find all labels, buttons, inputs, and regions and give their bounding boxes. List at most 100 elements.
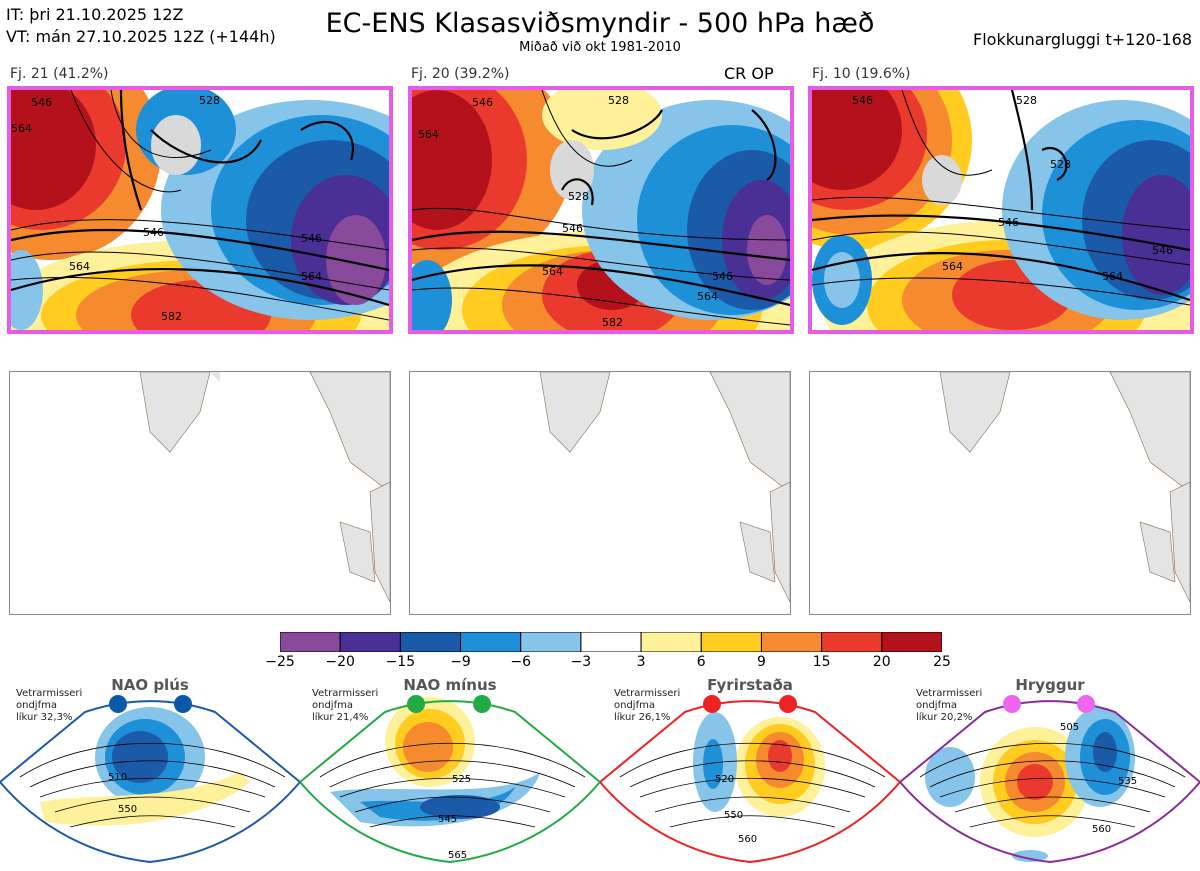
cluster-2-contour-label: 564 <box>542 265 563 278</box>
header-times: IT: þri 21.10.2025 12Z VT: mán 27.10.202… <box>6 4 276 48</box>
regime-dot <box>703 695 721 713</box>
cluster-3-map: 528 546 564 546 528 564 546 <box>808 86 1194 334</box>
regime-dot <box>407 695 425 713</box>
cluster-1-contour-label: 564 <box>69 260 90 273</box>
regime-contour-label: 505 <box>1060 722 1079 733</box>
cluster-2-label: Fj. 20 (39.2%) <box>411 66 510 82</box>
cluster-1-contour-label: 546 <box>31 96 52 109</box>
page-subtitle: Miðað við okt 1981-2010 <box>519 40 681 55</box>
colorbar-tick-labels: −25 −20 −15 −9 −6 −3 3 6 9 15 20 25 <box>260 654 960 674</box>
cluster-1-label: Fj. 21 (41.2%) <box>10 66 109 82</box>
colorbar-tick-label: 15 <box>812 654 831 670</box>
colorbar-tick-label: 6 <box>696 654 706 670</box>
regime-dot <box>779 695 797 713</box>
colorbar-tick-label: −6 <box>510 654 532 670</box>
regime-dot <box>1003 695 1021 713</box>
cluster-3-contour-label: 528 <box>1050 158 1071 171</box>
cluster-1-contour-label: 582 <box>161 310 182 323</box>
regime-title: Fyrirstaða <box>707 676 793 694</box>
cluster-1-contour-label: 564 <box>11 122 32 135</box>
colorbar-swatch <box>700 632 762 652</box>
cluster-3-contour-label: 546 <box>852 94 873 107</box>
empty-map-3 <box>809 371 1191 615</box>
colorbar <box>280 632 942 652</box>
cluster-2-contour-label: 546 <box>472 96 493 109</box>
regime-info-line: Vetrarmisseri <box>916 688 983 699</box>
empty-map-1 <box>9 371 391 615</box>
it-line: IT: þri 21.10.2025 12Z <box>6 5 184 24</box>
cluster-2-contour-label: 546 <box>712 270 733 283</box>
regime-contour-label: 560 <box>1092 824 1111 835</box>
cluster-3-contour-label: 564 <box>942 260 963 273</box>
regime-info-line: ondjfma <box>16 700 57 711</box>
cluster-3-contour-label: 546 <box>1152 244 1173 257</box>
colorbar-swatch <box>821 632 883 652</box>
cluster-2-control-run-tag: CR OP <box>724 64 774 83</box>
cluster-3-contour-label: 564 <box>1102 270 1123 283</box>
regime-dot <box>473 695 491 713</box>
regime-info-line: líkur 32,3% <box>16 712 73 723</box>
cluster-3-contour-label: 528 <box>1016 94 1037 107</box>
cluster-3-contour-label: 546 <box>998 216 1019 229</box>
regime-info-line: líkur 26,1% <box>614 712 671 723</box>
page-title: EC-ENS Klasasviðsmyndir - 500 hPa hæð <box>325 8 875 39</box>
regime-ridge: Hryggur Vetrarmisseri ondjfma líkur 20,2… <box>900 672 1200 868</box>
regime-dot <box>1077 695 1095 713</box>
colorbar-tick-label: −20 <box>325 654 355 670</box>
cluster-2-contour-label: 546 <box>562 222 583 235</box>
cluster-1-contour-label: 546 <box>301 232 322 245</box>
cluster-1-contour-label: 564 <box>301 270 322 283</box>
regime-info: Vetrarmisseri ondjfma líkur 20,2% <box>916 688 982 724</box>
colorbar-tick-label: −3 <box>570 654 592 670</box>
cluster-2-contour-label: 528 <box>608 94 629 107</box>
regime-info-line: ondjfma <box>312 700 353 711</box>
colorbar-tick-label: 25 <box>933 654 951 670</box>
regime-contour-label: 510 <box>108 772 127 783</box>
regime-nao-minus: NAO mínus Vetrarmisseri ondjfma líkur 21… <box>300 672 600 868</box>
regime-info-line: líkur 20,2% <box>916 712 973 723</box>
regime-title: NAO mínus <box>403 676 497 694</box>
colorbar-tick-label: 9 <box>756 654 766 670</box>
cluster-1-contour-label: 528 <box>199 94 220 107</box>
colorbar-swatch <box>881 632 942 652</box>
regime-contour-label: 520 <box>715 774 734 785</box>
colorbar-swatch <box>399 632 462 652</box>
vt-line: VT: mán 27.10.2025 12Z (+144h) <box>6 27 276 46</box>
colorbar-swatch <box>760 632 823 652</box>
classification-window: Flokkunargluggi t+120-168 <box>973 30 1192 49</box>
colorbar-tick-label: −25 <box>265 654 295 670</box>
regime-info: Vetrarmisseri ondjfma líkur 21,4% <box>312 688 378 724</box>
colorbar-swatch <box>280 632 341 652</box>
colorbar-swatch <box>580 632 642 652</box>
cluster-2-contour-label: 528 <box>568 190 589 203</box>
regime-info-line: ondjfma <box>916 700 957 711</box>
regime-dot <box>174 695 192 713</box>
regime-contour-label: 535 <box>1118 776 1137 787</box>
regime-info-line: Vetrarmisseri <box>312 688 379 699</box>
regime-nao-plus: NAO plús Vetrarmisseri ondjfma líkur 32,… <box>0 672 300 868</box>
cluster-2-contour-label: 564 <box>697 290 718 303</box>
colorbar-swatch <box>640 632 702 652</box>
colorbar-swatch <box>520 632 582 652</box>
regime-info: Vetrarmisseri ondjfma líkur 32,3% <box>16 688 82 724</box>
cluster-1-map: 546 564 582 528 546 564 564 546 <box>7 86 393 334</box>
colorbar-swatch <box>460 632 522 652</box>
regime-contour-label: 560 <box>738 834 757 845</box>
colorbar-tick-label: 20 <box>872 654 891 670</box>
regime-contour-label: 550 <box>118 804 137 815</box>
regime-info-line: Vetrarmisseri <box>16 688 83 699</box>
regime-title: NAO plús <box>111 676 189 694</box>
regime-contour-label: 565 <box>448 850 467 861</box>
colorbar-swatch <box>339 632 401 652</box>
colorbar-tick-label: −15 <box>385 654 416 670</box>
regime-contour-label: 545 <box>438 814 457 825</box>
cluster-3-label: Fj. 10 (19.6%) <box>812 66 911 82</box>
cluster-1-contour-label: 546 <box>143 226 164 239</box>
regime-contour-label: 525 <box>452 774 471 785</box>
regime-contour-label: 550 <box>724 810 743 821</box>
regime-info-line: Vetrarmisseri <box>614 688 681 699</box>
regime-info-line: líkur 21,4% <box>312 712 369 723</box>
cluster-2-contour-label: 582 <box>602 316 623 329</box>
regime-title: Hryggur <box>1015 676 1085 694</box>
cluster-2-map: 564 546 528 546 564 546 564 582 528 <box>408 86 794 334</box>
